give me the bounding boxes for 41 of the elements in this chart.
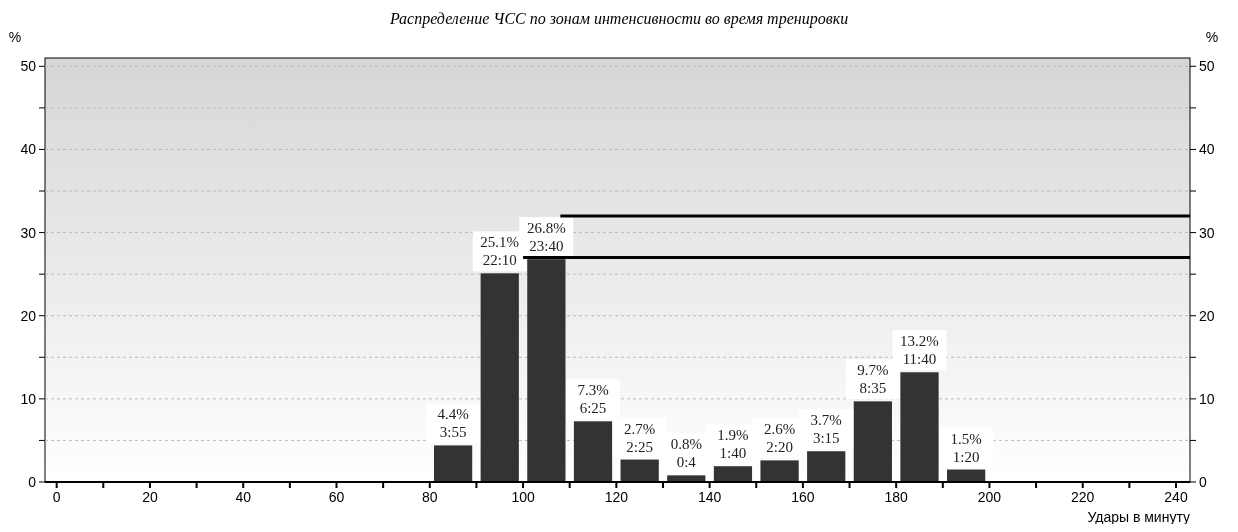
chart-title: Распределение ЧСС по зонам интенсивности во время тренировки bbox=[388, 10, 849, 28]
y2-tick-label: 40 bbox=[1199, 141, 1215, 158]
data-label: 9.7% 8:35 bbox=[857, 362, 889, 397]
data-label: 1.9% 1:40 bbox=[717, 427, 749, 462]
x-tick-label: 200 bbox=[977, 489, 1002, 505]
x-tick-label: 40 bbox=[235, 489, 252, 505]
y2-tick-label: 0 bbox=[1199, 474, 1207, 490]
data-label: 7.3% 6:25 bbox=[577, 382, 609, 417]
x-tick-label: 0 bbox=[52, 489, 61, 505]
x-tick-label: 240 bbox=[1164, 489, 1188, 505]
y2-tick-label: 20 bbox=[1199, 307, 1215, 324]
y2-axis-title: % bbox=[1205, 29, 1219, 45]
x-tick-label: 20 bbox=[142, 489, 158, 505]
y-tick-label: 20 bbox=[20, 307, 37, 324]
x-tick-label: 220 bbox=[1071, 489, 1095, 505]
x-tick-label: 160 bbox=[791, 489, 815, 505]
data-label: 4.4% 3:55 bbox=[437, 406, 469, 441]
y2-tick-label: 50 bbox=[1199, 58, 1215, 75]
x-tick-label: 80 bbox=[421, 489, 438, 505]
y-axis-title: % bbox=[8, 29, 22, 45]
x-tick-label: 140 bbox=[697, 489, 722, 505]
data-label: 2.6% 2:20 bbox=[763, 421, 796, 456]
y-tick-label: 50 bbox=[20, 58, 37, 75]
data-label: 13.2% 11:40 bbox=[900, 333, 939, 368]
x-tick-label: 180 bbox=[884, 489, 909, 505]
y2-tick-label: 30 bbox=[1199, 224, 1215, 241]
x-axis-title: Удары в минуту bbox=[1087, 509, 1190, 525]
y-tick-label: 30 bbox=[20, 224, 37, 241]
y-tick-label: 10 bbox=[20, 390, 37, 407]
data-label: 0.8% 0:4 bbox=[670, 436, 702, 471]
data-label: 25.1% 22:10 bbox=[480, 234, 520, 269]
x-tick-label: 100 bbox=[511, 489, 535, 505]
x-tick-label: 120 bbox=[604, 489, 629, 505]
data-label: 26.8% 23:40 bbox=[527, 220, 566, 255]
y-tick-label: 40 bbox=[20, 141, 37, 158]
data-label: 1.5% 1:20 bbox=[950, 430, 982, 465]
data-label: 2.7% 2:25 bbox=[624, 420, 656, 455]
y-tick-label: 0 bbox=[28, 474, 37, 490]
y2-tick-label: 10 bbox=[1199, 390, 1215, 407]
data-label: 3.7% 3:15 bbox=[810, 412, 842, 447]
x-tick-label: 60 bbox=[328, 489, 345, 505]
